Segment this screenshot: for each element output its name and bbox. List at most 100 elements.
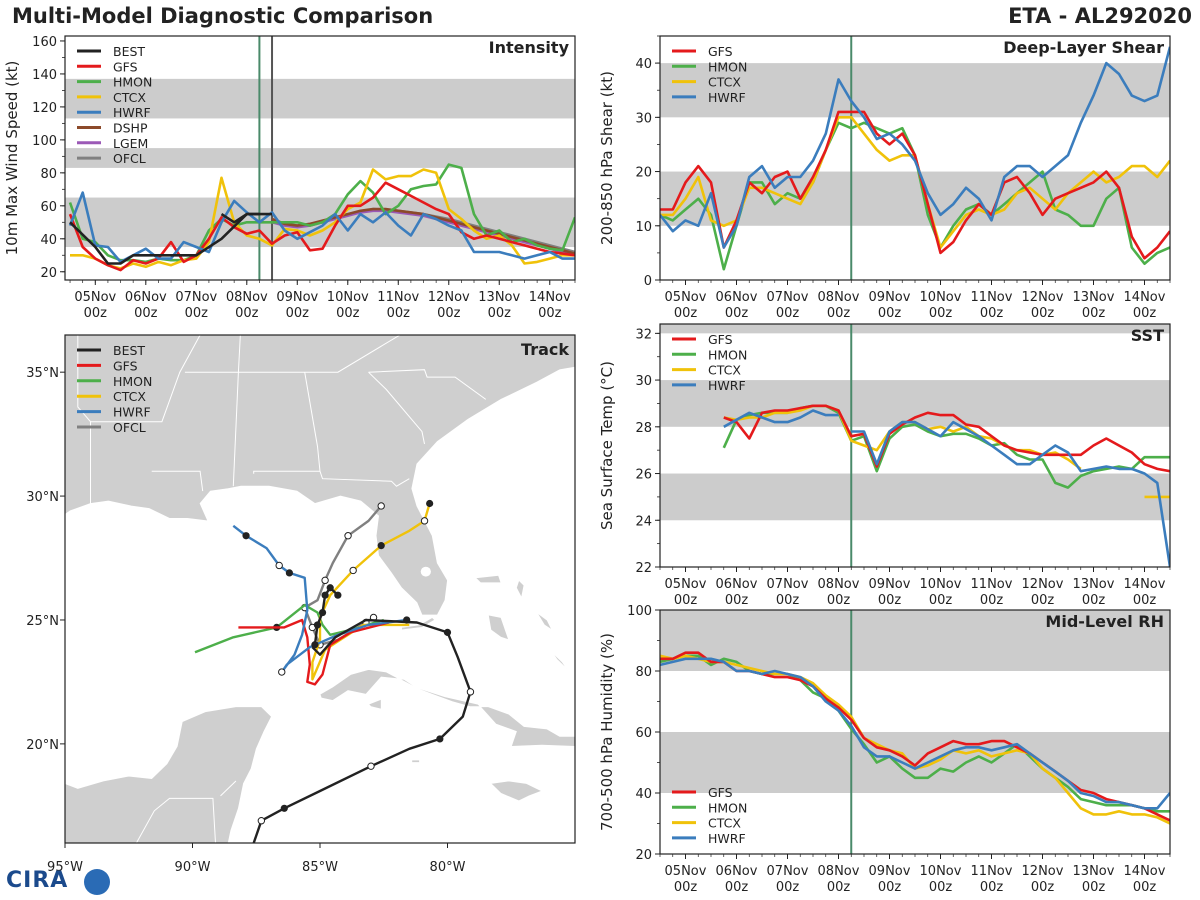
map-layer (65, 335, 575, 843)
legend-label-rh-hmon: HMON (708, 800, 747, 815)
xtick-sublabel-shear: 00z (674, 306, 698, 321)
ytick-label-intensity: 120 (32, 101, 57, 116)
xtick-sublabel-shear: 00z (1133, 306, 1157, 321)
figure-title: Multi-Model Diagnostic Comparison (12, 4, 434, 28)
track-point-filled (326, 584, 334, 592)
xtick-label-intensity: 11Nov (377, 290, 419, 305)
track-point-filled (321, 591, 329, 599)
series-intensity-best (69, 212, 272, 265)
track-point-open (420, 517, 429, 525)
ytick-label-intensity: 100 (32, 134, 57, 149)
legend-label-sst-hmon: HMON (708, 347, 747, 362)
xtick-sublabel-sst: 00z (776, 593, 800, 608)
band-intensity-2 (65, 78, 575, 119)
xtick-sublabel-intensity: 00z (185, 306, 209, 321)
xtick-sublabel-sst: 00z (725, 593, 749, 608)
legend-label-intensity-gfs: GFS (113, 59, 138, 74)
series-shear-hwrf (660, 46, 1170, 249)
series-intensity-gfs (68, 181, 575, 272)
xtick-label-sst: 11Nov (971, 577, 1013, 592)
xtick-sublabel-intensity: 00z (286, 306, 310, 321)
xtick-sublabel-rh: 00z (1082, 880, 1106, 895)
series-sst-hwrf (851, 420, 1170, 567)
legend-label-track-hmon: HMON (113, 374, 152, 389)
xtick-label-rh: 13Nov (1073, 864, 1115, 879)
xtick-label-intensity: 10Nov (327, 290, 369, 305)
ytick-label-intensity: 40 (40, 233, 57, 248)
series-group-sst (722, 404, 1170, 567)
panel-title-track: Track (521, 340, 569, 359)
legend-label-track-gfs: GFS (113, 358, 138, 373)
ytick-label-rh: 100 (627, 604, 652, 619)
xtick-label-sst: 05Nov (665, 577, 707, 592)
xtick-label-intensity: 13Nov (478, 290, 520, 305)
xtick-label-rh: 11Nov (971, 864, 1013, 879)
ytick-label-sst: 26 (635, 468, 652, 483)
xtick-sublabel-shear: 00z (878, 306, 902, 321)
band-sst-0 (660, 473, 1170, 521)
axes-frame-intensity (64, 35, 576, 281)
xtick-label-rh: 12Nov (1022, 864, 1064, 879)
series-sst-gfs (723, 404, 1170, 473)
legend-label-track-ctcx: CTCX (113, 389, 146, 404)
xtick-label-rh: 07Nov (767, 864, 809, 879)
series-intensity-best (220, 212, 260, 224)
legend-label-intensity-hmon: HMON (113, 75, 152, 90)
track-point-open (321, 576, 329, 585)
track-point-open (257, 816, 266, 825)
legend-label-sst-hwrf: HWRF (708, 378, 746, 393)
land-exuma (551, 651, 568, 670)
land-usa (65, 335, 575, 616)
xtick-label-shear: 07Nov (767, 290, 809, 305)
ytick-label-shear: 0 (644, 274, 652, 289)
ytick-label-intensity: 140 (32, 68, 57, 83)
xtick-sublabel-intensity: 00z (336, 306, 360, 321)
track-point-filled (443, 628, 452, 636)
lon-label: 80°W (430, 860, 466, 875)
xtick-label-sst: 08Nov (818, 577, 860, 592)
lake-okeechobee (420, 566, 431, 577)
lon-label: 90°W (175, 860, 211, 875)
xtick-label-rh: 14Nov (1124, 864, 1166, 879)
legend-label-sst-ctcx: CTCX (708, 363, 741, 378)
tracks-group (194, 499, 475, 843)
panel-title-intensity: Intensity (489, 38, 570, 57)
track-point-open (275, 561, 283, 570)
chart-shear: 01020304005Nov00z06Nov00z07Nov00z08Nov00… (598, 35, 1171, 321)
land-cuba (319, 669, 575, 747)
xtick-label-shear: 05Nov (665, 290, 707, 305)
xtick-label-shear: 12Nov (1022, 290, 1064, 305)
legend-label-intensity-best: BEST (113, 44, 145, 59)
land-grand-bahama (474, 574, 502, 584)
ylabel-intensity: 10m Max Wind Speed (kt) (3, 61, 21, 256)
xtick-label-sst: 12Nov (1022, 577, 1064, 592)
track-point-filled (242, 532, 250, 540)
ytick-label-intensity: 60 (40, 200, 57, 215)
border-belize (220, 780, 237, 797)
border-tennessee (184, 335, 552, 373)
land-eleuthera (536, 612, 554, 632)
xtick-sublabel-shear: 00z (929, 306, 953, 321)
track-point-filled (280, 804, 288, 812)
ytick-label-intensity: 160 (32, 35, 57, 50)
chart-intensity: 2040608010012014016005Nov00z06Nov00z07No… (3, 35, 576, 321)
border-louisiana-mississippi (151, 470, 204, 492)
xtick-label-rh: 09Nov (869, 864, 911, 879)
legend-label-track-best: BEST (113, 343, 145, 358)
xtick-label-intensity: 05Nov (74, 290, 116, 305)
track-best (252, 618, 472, 843)
xtick-label-intensity: 14Nov (529, 290, 571, 305)
xtick-sublabel-shear: 00z (827, 306, 851, 321)
legend-label-intensity-ofcl: OFCL (113, 151, 146, 166)
land-jamaica (490, 780, 543, 802)
xtick-label-sst: 07Nov (767, 577, 809, 592)
globe-icon (84, 869, 110, 895)
legend-label-rh-gfs: GFS (708, 785, 733, 800)
legend-label-track-ofcl: OFCL (113, 420, 146, 435)
band-sst-2 (660, 324, 1170, 334)
track-point-open (344, 532, 352, 540)
legend-label-rh-ctcx: CTCX (708, 816, 741, 831)
xtick-sublabel-intensity: 00z (235, 306, 259, 321)
series-group-rh (660, 651, 1170, 825)
